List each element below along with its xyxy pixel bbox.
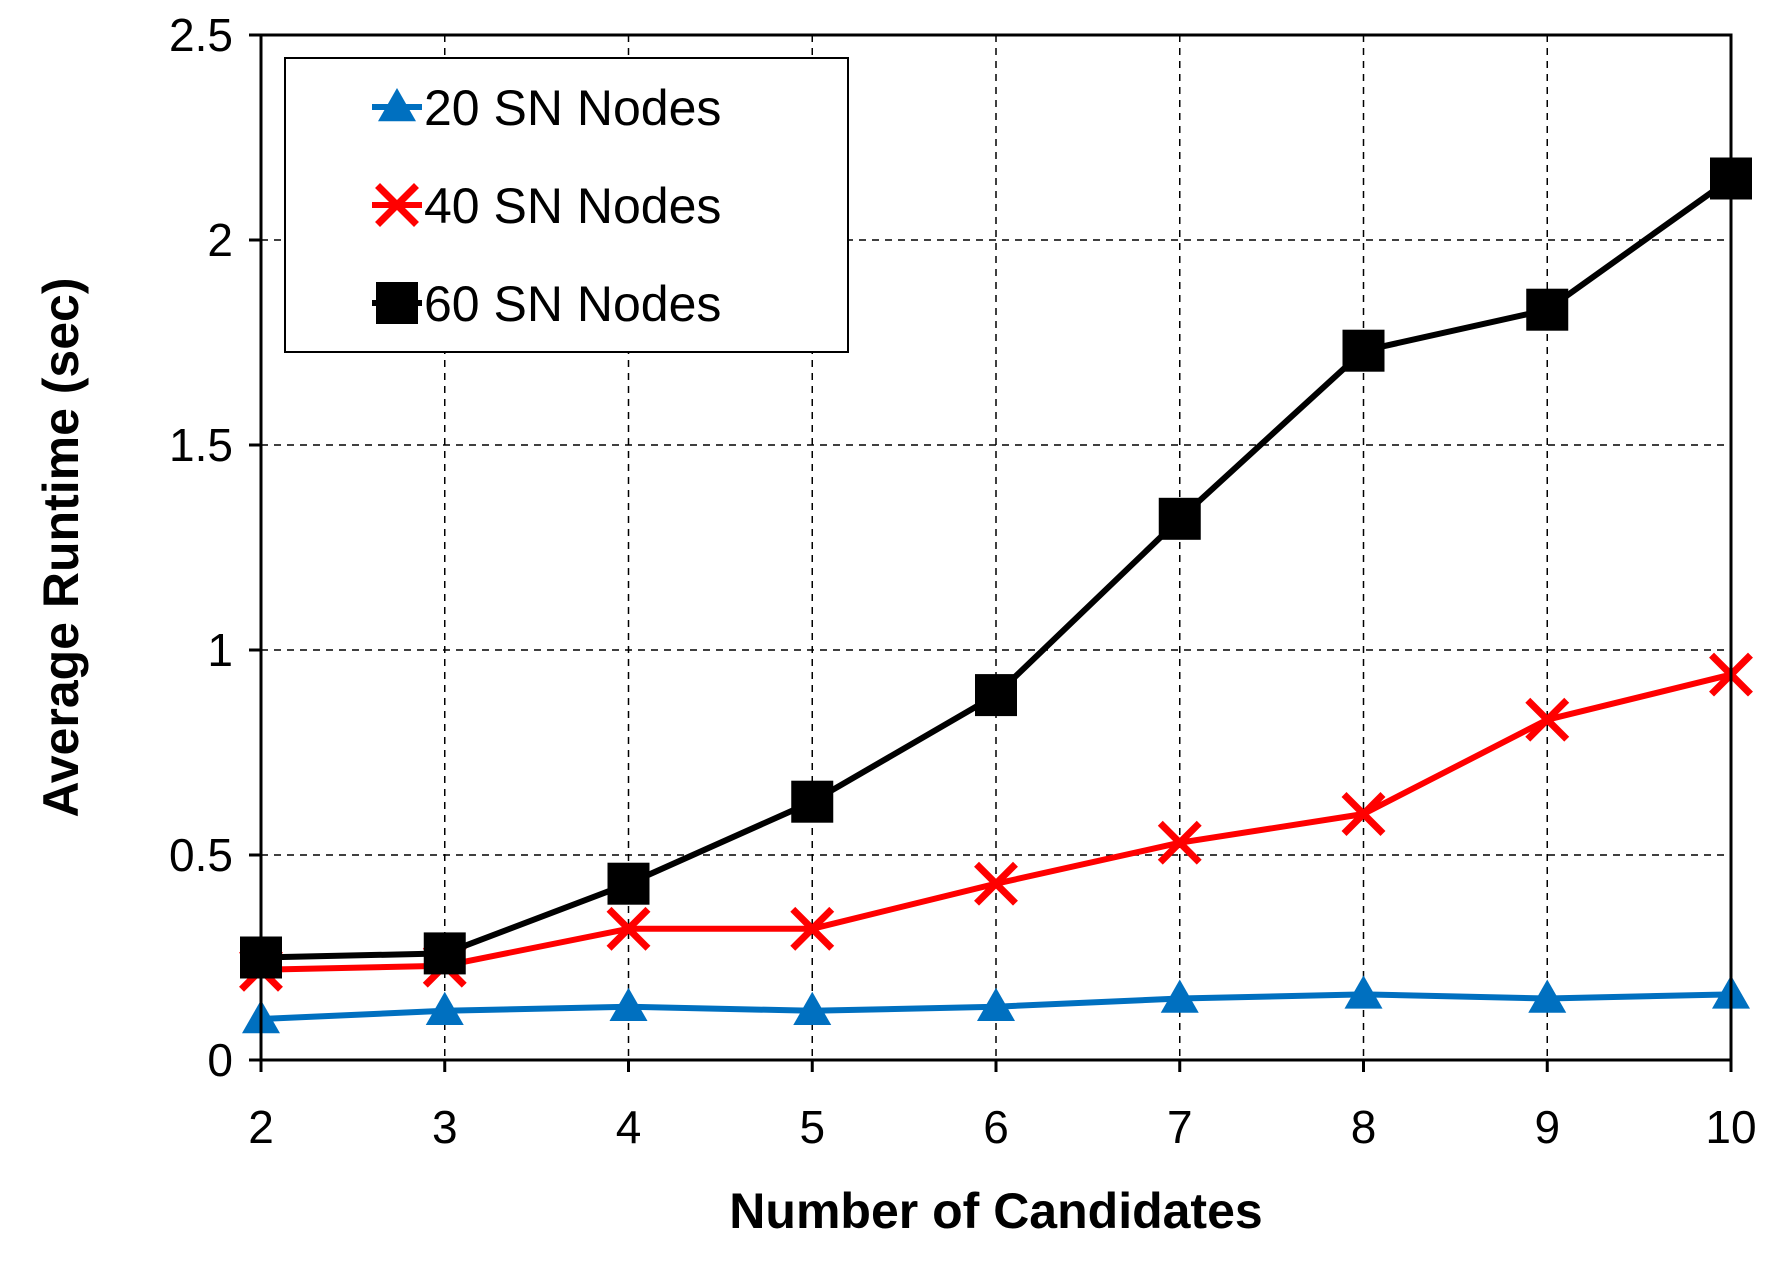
data-point	[425, 991, 464, 1026]
data-point	[977, 987, 1015, 1021]
legend-marker	[376, 282, 418, 324]
x-tick-label: 9	[1534, 1101, 1560, 1153]
x-tick-label: 3	[432, 1101, 458, 1153]
data-point	[1160, 979, 1199, 1013]
y-axis-ticks: 0 0.5 1 1.5 2 2.5	[169, 9, 261, 1086]
legend-label: 20 SN Nodes	[424, 80, 721, 136]
x-tick-label: 5	[799, 1101, 825, 1153]
data-point	[1526, 288, 1569, 331]
x-tick-label: 2	[248, 1101, 274, 1153]
data-point	[793, 991, 832, 1026]
series-3	[240, 157, 1752, 979]
data-point	[790, 906, 835, 951]
x-tick-label: 10	[1705, 1101, 1756, 1153]
x-tick-label: 6	[983, 1101, 1009, 1153]
data-point	[1341, 792, 1386, 836]
series-group	[239, 157, 1753, 1034]
data-point	[607, 862, 650, 905]
grid	[261, 35, 1731, 1060]
y-tick-label: 2	[207, 214, 233, 266]
data-point	[1157, 820, 1202, 865]
data-point	[609, 987, 648, 1021]
legend: 20 SN Nodes 40 SN Nodes 60 SN Nodes	[284, 57, 849, 353]
data-point	[974, 861, 1018, 906]
legend-item: 20 SN Nodes	[372, 80, 721, 136]
y-axis-title: Average Runtime (sec)	[33, 278, 89, 818]
y-tick-label: 2.5	[169, 9, 233, 61]
plot-area-frame	[259, 33, 1733, 1062]
legend-label: 60 SN Nodes	[424, 276, 721, 332]
x-axis-title: Number of Candidates	[729, 1183, 1262, 1239]
y-tick-label: 1.5	[169, 419, 233, 471]
x-tick-label: 7	[1167, 1101, 1193, 1153]
legend-item: 60 SN Nodes	[372, 276, 721, 332]
data-point	[606, 906, 651, 951]
data-point	[975, 674, 1017, 717]
x-tick-label: 4	[616, 1101, 642, 1153]
legend-marker	[375, 183, 419, 227]
data-point	[791, 780, 834, 823]
series-1	[242, 975, 1750, 1034]
data-point	[1342, 329, 1385, 372]
legend-label: 40 SN Nodes	[424, 178, 721, 234]
x-axis-ticks: 2 3 4 5 6 7 8 9 10	[248, 1060, 1757, 1153]
y-tick-label: 1	[207, 624, 233, 676]
x-tick-label: 8	[1351, 1101, 1377, 1153]
data-point	[1525, 697, 1570, 742]
data-point	[1344, 975, 1383, 1009]
data-point	[1158, 497, 1201, 540]
legend-item: 40 SN Nodes	[372, 178, 721, 234]
legend-marker	[378, 88, 416, 122]
series-2	[239, 652, 1753, 992]
y-tick-label: 0	[207, 1034, 233, 1086]
data-point	[1528, 979, 1567, 1013]
y-tick-label: 0.5	[169, 829, 233, 881]
data-point	[423, 932, 466, 975]
